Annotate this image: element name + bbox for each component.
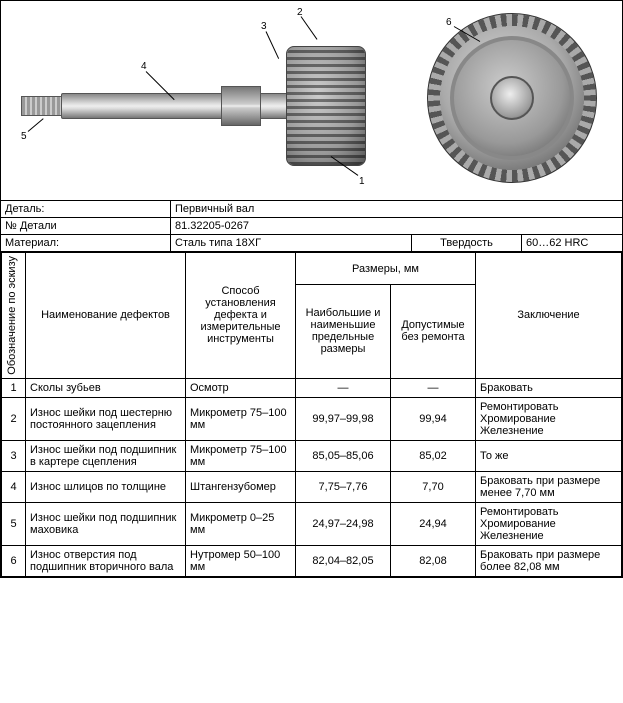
callout-1: 1 <box>359 176 365 187</box>
value-hardness: 60…62 HRC <box>522 235 622 251</box>
th-size-limits: Наибольшие и наименьшие предельные разме… <box>296 285 391 378</box>
table-row: 6Износ отверстия под подшипник вторичног… <box>2 545 622 576</box>
cell-method: Штангензубомер <box>186 471 296 502</box>
gear-hub <box>490 76 534 120</box>
cell-allowed: 85,02 <box>391 440 476 471</box>
value-material: Сталь типа 18ХГ <box>171 235 412 251</box>
table-row: 1Сколы зубьевОсмотр——Браковать <box>2 378 622 397</box>
cell-idx: 1 <box>2 378 26 397</box>
cell-conclusion: То же <box>476 440 622 471</box>
label-part: Деталь: <box>1 201 171 217</box>
gear-face-view <box>427 13 597 183</box>
row-material: Материал: Сталь типа 18ХГ Твердость 60…6… <box>1 235 622 252</box>
cell-name: Износ шлицов по толщине <box>26 471 186 502</box>
cell-allowed: 7,70 <box>391 471 476 502</box>
defects-table: Обозначение по эскизу Наименование дефек… <box>1 252 622 577</box>
table-row: 5Износ шейки под подшипник маховикаМикро… <box>2 502 622 545</box>
value-part: Первичный вал <box>171 201 622 217</box>
th-size-allowed: Допустимые без ремонта <box>391 285 476 378</box>
cell-idx: 3 <box>2 440 26 471</box>
th-conclusion: Заключение <box>476 253 622 379</box>
th-method: Способ установления дефекта и измеритель… <box>186 253 296 379</box>
cell-conclusion: Ремонтировать Хромирование Железнение <box>476 397 622 440</box>
value-number: 81.32205-0267 <box>171 218 622 234</box>
cell-method: Осмотр <box>186 378 296 397</box>
cell-limits: 85,05–85,06 <box>296 440 391 471</box>
cell-limits: 99,97–99,98 <box>296 397 391 440</box>
technical-card: 1 2 3 4 5 6 Деталь: Первичный вал № Дета… <box>0 0 623 578</box>
sketch-area: 1 2 3 4 5 6 <box>1 1 622 201</box>
th-sizes: Размеры, мм <box>296 253 476 285</box>
cell-name: Износ шейки под шестерню постоянного зац… <box>26 397 186 440</box>
table-row: 3Износ шейки под подшипник в картере сце… <box>2 440 622 471</box>
label-hardness: Твердость <box>412 235 522 251</box>
cell-limits: 7,75–7,76 <box>296 471 391 502</box>
cell-method: Микрометр 75–100 мм <box>186 397 296 440</box>
shaft-shoulder <box>221 86 261 126</box>
callout-6: 6 <box>446 17 452 28</box>
cell-allowed: 99,94 <box>391 397 476 440</box>
shaft-side-view <box>21 71 391 141</box>
cell-method: Нутромер 50–100 мм <box>186 545 296 576</box>
table-row: 2Износ шейки под шестерню постоянного за… <box>2 397 622 440</box>
th-sketch-ref: Обозначение по эскизу <box>2 253 26 379</box>
cell-conclusion: Ремонтировать Хромирование Железнение <box>476 502 622 545</box>
cell-name: Износ шейки под подшипник в картере сцеп… <box>26 440 186 471</box>
cell-limits: — <box>296 378 391 397</box>
cell-conclusion: Браковать при размере менее 7,70 мм <box>476 471 622 502</box>
label-material: Материал: <box>1 235 171 251</box>
shaft-gear <box>286 46 366 166</box>
cell-idx: 2 <box>2 397 26 440</box>
table-row: 4Износ шлицов по толщинеШтангензубомер7,… <box>2 471 622 502</box>
cell-method: Микрометр 75–100 мм <box>186 440 296 471</box>
cell-idx: 6 <box>2 545 26 576</box>
cell-limits: 82,04–82,05 <box>296 545 391 576</box>
defects-table-body: 1Сколы зубьевОсмотр——Браковать2Износ шей… <box>2 378 622 576</box>
cell-idx: 4 <box>2 471 26 502</box>
cell-name: Износ шейки под подшипник маховика <box>26 502 186 545</box>
cell-name: Износ отверстия под подшипник вторичного… <box>26 545 186 576</box>
label-number: № Детали <box>1 218 171 234</box>
cell-method: Микрометр 0–25 мм <box>186 502 296 545</box>
row-part: Деталь: Первичный вал <box>1 201 622 218</box>
cell-idx: 5 <box>2 502 26 545</box>
cell-limits: 24,97–24,98 <box>296 502 391 545</box>
cell-allowed: — <box>391 378 476 397</box>
defects-table-head: Обозначение по эскизу Наименование дефек… <box>2 253 622 379</box>
row-number: № Детали 81.32205-0267 <box>1 218 622 235</box>
cell-conclusion: Браковать при размере более 82,08 мм <box>476 545 622 576</box>
callout-5: 5 <box>21 131 27 142</box>
cell-name: Сколы зубьев <box>26 378 186 397</box>
th-defect-name: Наименование дефектов <box>26 253 186 379</box>
cell-allowed: 24,94 <box>391 502 476 545</box>
cell-allowed: 82,08 <box>391 545 476 576</box>
cell-conclusion: Браковать <box>476 378 622 397</box>
